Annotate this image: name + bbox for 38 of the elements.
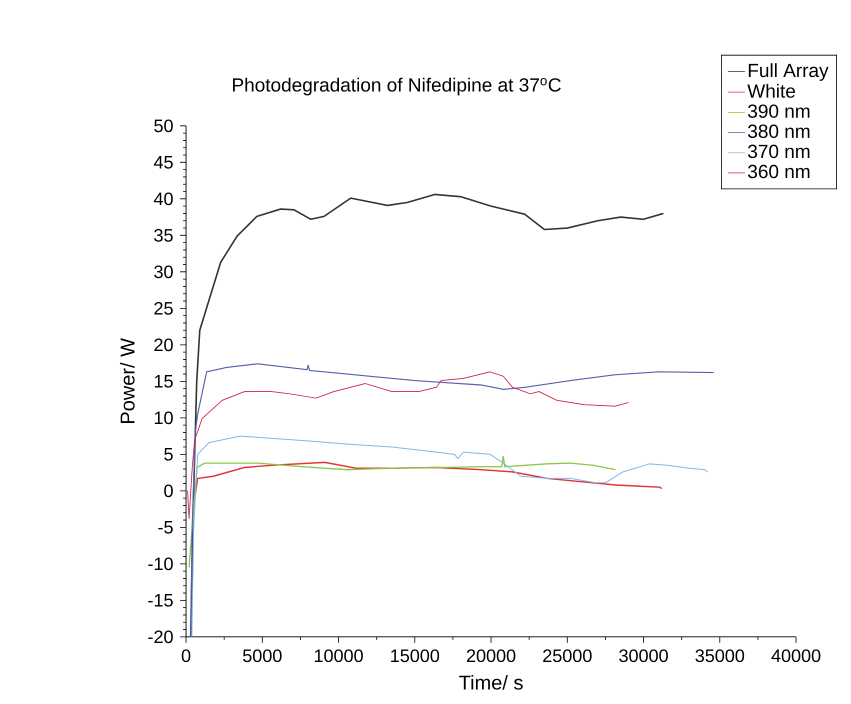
y-tick-label: 45 — [154, 156, 173, 169]
x-tick-label: 20000 — [466, 649, 516, 662]
legend-label: 370 nm — [748, 144, 810, 158]
line-series — [191, 436, 708, 638]
x-tick-label: 0 — [182, 649, 190, 662]
legend-label: White — [747, 84, 796, 98]
y-tick-label: 35 — [154, 228, 173, 242]
y-tick-label: 10 — [154, 411, 173, 424]
legend-label: 360 nm — [748, 164, 810, 178]
y-tick-label: -5 — [158, 521, 173, 534]
y-tick-label: 50 — [154, 119, 173, 132]
x-tick-label: 25000 — [543, 649, 592, 662]
legend-label: 390 nm — [748, 104, 810, 118]
y-tick-label: 20 — [154, 338, 173, 352]
x-axis-title: Time/ s — [459, 674, 523, 690]
legend-label: 380 nm — [748, 124, 810, 138]
x-tick-label: 5000 — [243, 649, 282, 662]
y-tick-label: -20 — [148, 630, 173, 644]
y-tick-label: 5 — [164, 448, 173, 461]
x-tick-label: 30000 — [619, 649, 668, 662]
legend-label: Full Array — [748, 63, 829, 81]
chart-title: Photodegradation of Nifedipine at 37$^{o}$C — [233, 78, 561, 96]
y-tick-label: 40 — [154, 192, 173, 206]
y-tick-label: -15 — [148, 594, 173, 607]
line-series — [190, 363, 714, 638]
line-series — [190, 194, 664, 638]
y-tick-label: 25 — [154, 302, 173, 315]
y-tick-label: 15 — [154, 375, 173, 388]
y-axis-title: Power/ W — [120, 338, 135, 424]
y-tick-label: -10 — [148, 557, 173, 570]
y-tick-label: 0 — [164, 484, 173, 498]
line-series — [187, 371, 630, 520]
x-tick-label: 35000 — [695, 649, 744, 662]
line-series — [188, 456, 616, 568]
x-tick-label: 15000 — [391, 649, 440, 662]
y-tick-label: 30 — [154, 265, 173, 278]
x-tick-label: 10000 — [314, 649, 363, 662]
x-tick-label: 40000 — [771, 649, 820, 662]
